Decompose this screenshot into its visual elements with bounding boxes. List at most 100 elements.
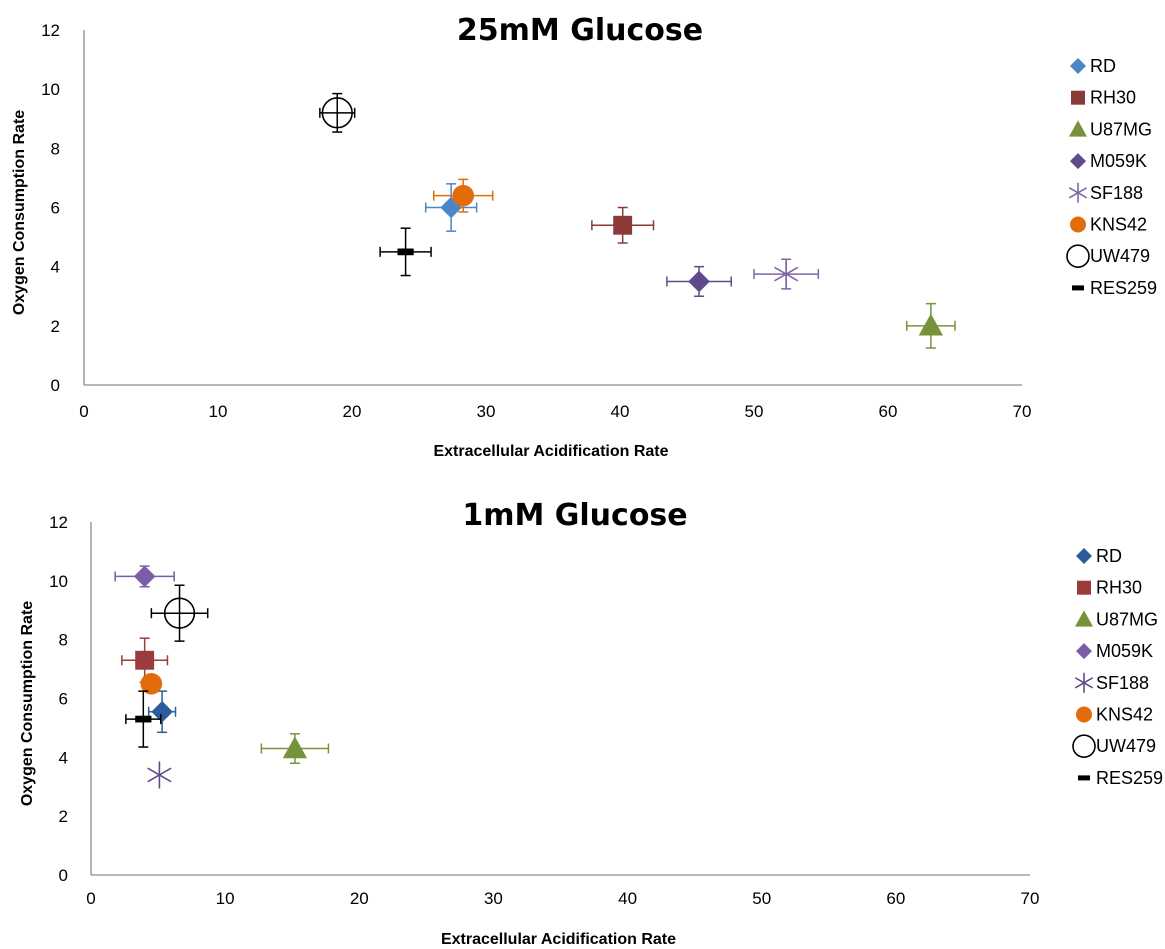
- legend-label: KNS42: [1096, 705, 1153, 725]
- chart-25mm-glucose: 25mM Glucose 0 10 20 30 40 50 60 70 0 2 4 6 8 10 12 Extr…: [11, 13, 1157, 460]
- point-sf188-marker-stroke-diag-b: [774, 266, 799, 282]
- x-axis-title: Extracellular Acidification Rate: [433, 443, 668, 460]
- point-kns42-marker: [452, 184, 475, 207]
- point-sf188-marker-stroke-diag-b: [147, 767, 172, 783]
- point-res259: [125, 690, 162, 748]
- legend-item-m059k: M059K: [1076, 641, 1153, 661]
- x-tick-label: 40: [618, 889, 637, 908]
- chart-title: 1mM Glucose: [462, 498, 687, 533]
- legend-item-m059k-marker: [1070, 153, 1086, 170]
- y-tick-label: 8: [51, 139, 60, 158]
- legend-item-kns42: KNS42: [1070, 215, 1147, 235]
- legend-label: U87MG: [1096, 609, 1158, 629]
- x-tick-label: 0: [79, 402, 88, 421]
- y-tick-label: 12: [49, 513, 68, 532]
- legend-item-rd: RD: [1076, 546, 1122, 566]
- legend-item-kns42-marker: [1076, 706, 1092, 723]
- y-tick-label: 8: [59, 631, 68, 650]
- x-tick-label: 30: [484, 889, 503, 908]
- point-u87mg: [260, 733, 330, 764]
- legend-item-sf188-marker-stroke-diag-b: [1074, 677, 1094, 689]
- x-tick-label: 20: [350, 889, 369, 908]
- legend-item-rh30: RH30: [1077, 578, 1142, 598]
- legend: RD RH30 U87MG M059K SF188 KNS42 UW479 RES259: [1072, 546, 1163, 788]
- legend-item-m059k-marker: [1076, 643, 1092, 660]
- legend-label: SF188: [1096, 673, 1149, 693]
- point-res259-marker: [135, 715, 152, 723]
- x-tick-label: 30: [477, 402, 496, 421]
- point-u87mg-marker: [282, 736, 308, 759]
- chart-title: 25mM Glucose: [457, 13, 703, 48]
- legend: RD RH30 U87MG M059K SF188 KNS42 UW479 RES259: [1066, 56, 1157, 298]
- x-tick-label: 0: [86, 889, 95, 908]
- legend-item-res259: RES259: [1078, 768, 1163, 788]
- legend-item-u87mg-marker: [1069, 120, 1087, 137]
- point-uw479-marker: [321, 97, 353, 129]
- point-u87mg-marker: [918, 313, 944, 336]
- legend-item-rd: RD: [1070, 56, 1116, 76]
- legend-item-res259-marker: [1078, 775, 1090, 781]
- legend-label: KNS42: [1090, 215, 1147, 235]
- legend-item-sf188: SF188: [1068, 182, 1143, 203]
- point-uw479-marker: [163, 597, 196, 629]
- legend-item-kns42-marker: [1070, 216, 1086, 233]
- point-rd: [147, 690, 177, 734]
- legend-item-sf188-marker-stroke-diag-b: [1068, 187, 1088, 199]
- x-tick-label: 60: [879, 402, 898, 421]
- y-tick-label: 4: [59, 748, 68, 767]
- point-rd-marker: [151, 700, 173, 723]
- y-tick-label: 12: [41, 21, 60, 40]
- point-res259: [379, 227, 432, 277]
- legend-label: RD: [1090, 56, 1116, 76]
- y-axis-title: Oxygen Consumption Rate: [11, 110, 28, 315]
- x-tick-label: 40: [611, 402, 630, 421]
- legend-label: M059K: [1096, 641, 1153, 661]
- legend-item-uw479-marker: [1066, 244, 1090, 269]
- point-sf188: [147, 761, 172, 789]
- legend-item-uw479-marker: [1072, 734, 1096, 759]
- y-tick-label: 6: [51, 199, 60, 218]
- legend-item-u87mg-marker: [1075, 610, 1093, 627]
- x-axis-title: Extracellular Acidification Rate: [441, 931, 676, 948]
- x-tick-label: 50: [752, 889, 771, 908]
- y-tick-label: 0: [59, 866, 68, 885]
- x-tick-label: 50: [745, 402, 764, 421]
- point-res259-marker: [397, 248, 414, 256]
- point-u87mg: [906, 302, 956, 349]
- legend-item-res259-marker: [1072, 285, 1084, 291]
- point-uw479: [150, 584, 209, 642]
- y-tick-label: 2: [51, 317, 60, 336]
- x-tick-label: 20: [343, 402, 362, 421]
- chart-1mm-glucose: 1mM Glucose 0 10 20 30 40 50 60 70 0 2 4 6 8 10 12 Extra…: [19, 498, 1163, 948]
- legend-item-u87mg: U87MG: [1075, 609, 1158, 629]
- x-tick-label: 70: [1013, 402, 1032, 421]
- y-axis-title: Oxygen Consumption Rate: [19, 601, 36, 806]
- legend-label: RH30: [1096, 578, 1142, 598]
- legend-item-uw479: UW479: [1066, 244, 1150, 269]
- legend-item-res259: RES259: [1072, 278, 1157, 298]
- x-tick-label: 60: [886, 889, 905, 908]
- point-m059k: [666, 265, 732, 297]
- x-tick-label: 10: [209, 402, 228, 421]
- point-rh30-marker: [135, 650, 155, 670]
- y-tick-label: 2: [59, 807, 68, 826]
- legend-item-rd-marker: [1076, 548, 1092, 564]
- legend-item-rh30: RH30: [1071, 88, 1136, 108]
- legend-label: RH30: [1090, 88, 1136, 108]
- legend-label: U87MG: [1090, 119, 1152, 139]
- legend-item-m059k: M059K: [1070, 151, 1147, 171]
- legend-label: UW479: [1090, 246, 1150, 266]
- y-tick-label: 0: [51, 376, 60, 395]
- point-kns42: [432, 178, 494, 213]
- legend-item-rh30-marker: [1071, 90, 1085, 105]
- point-kns42-marker: [140, 672, 163, 695]
- point-sf188: [753, 258, 820, 290]
- legend-item-u87mg: U87MG: [1069, 119, 1152, 139]
- y-tick-label: 10: [41, 80, 60, 99]
- legend-label: SF188: [1090, 183, 1143, 203]
- legend-item-uw479: UW479: [1072, 734, 1156, 759]
- point-m059k: [114, 565, 175, 588]
- point-kns42: [140, 672, 163, 695]
- point-rh30: [121, 637, 169, 684]
